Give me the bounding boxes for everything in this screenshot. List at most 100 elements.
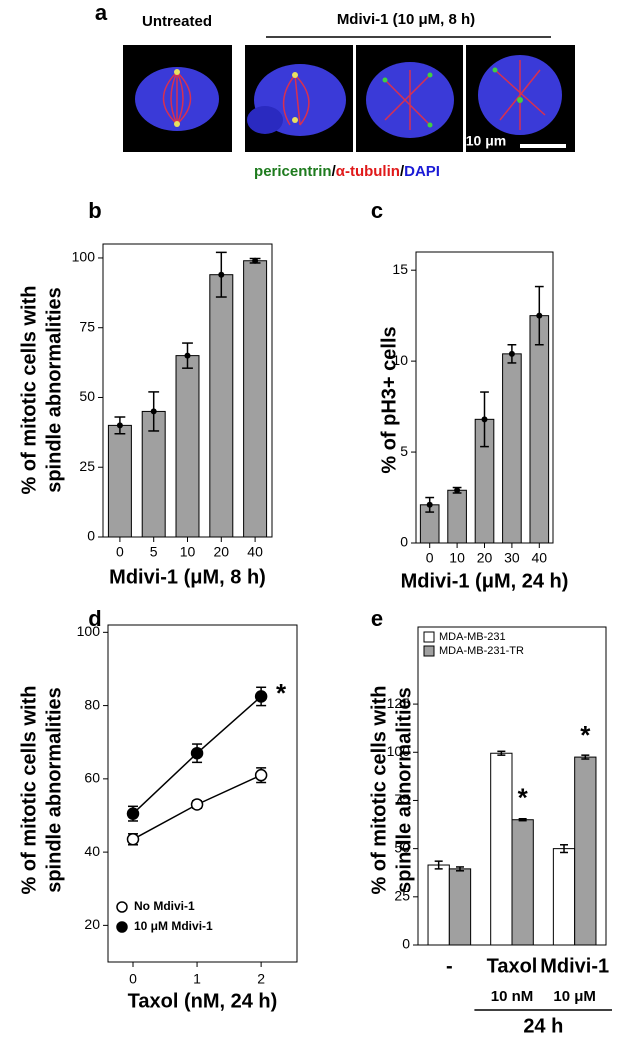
annotation: * — [580, 720, 591, 750]
panel-label: c — [371, 198, 383, 223]
y-tick-label: 5 — [400, 443, 408, 459]
stain-name: pericentrin — [254, 163, 332, 180]
legend-swatch — [423, 631, 435, 643]
data-point — [150, 408, 157, 415]
y-tick-label: 20 — [84, 916, 100, 932]
stain-name: / — [400, 163, 405, 180]
y-tick-label: 25 — [79, 458, 95, 474]
data-point — [218, 271, 225, 278]
data-point — [116, 422, 123, 429]
y-tick-label: 80 — [84, 696, 100, 712]
x-axis-label: Mdivi-1 (μM, 8 h) — [109, 566, 266, 588]
x-tick-label: 10 — [449, 550, 465, 566]
data-point — [190, 798, 204, 811]
x-tick-label: 20 — [214, 544, 230, 560]
y-axis-label: spindle abnormalities — [393, 687, 415, 893]
data-point — [126, 807, 140, 820]
y-tick-label: 25 — [394, 888, 410, 904]
plot-frame — [102, 243, 273, 538]
panel-label: b — [88, 198, 101, 223]
x-tick-label: 0 — [129, 971, 137, 987]
data-point — [426, 501, 433, 508]
stain-legend: pericentrin/α-tubulin/DAPI — [254, 163, 440, 180]
treatment-label: Mdivi-1 (10 μM, 8 h) — [337, 11, 475, 28]
y-tick-label: 10 — [392, 352, 408, 368]
legend-swatch — [423, 645, 435, 657]
y-axis-label: spindle abnormalities — [43, 287, 65, 493]
y-tick-label: 0 — [402, 936, 410, 952]
x-tick-label: 20 — [477, 550, 493, 566]
micrograph — [123, 45, 232, 152]
data-point — [190, 746, 204, 760]
data-point — [184, 352, 191, 359]
y-tick-label: 100 — [387, 743, 411, 759]
x-tick-label: 5 — [150, 544, 158, 560]
untreated-label: Untreated — [142, 13, 212, 30]
x-tick-label: 40 — [532, 550, 548, 566]
bar — [175, 355, 200, 538]
x-tick-label: 1 — [193, 971, 201, 987]
data-point — [252, 257, 259, 264]
x-axis-label: Taxol (nM, 24 h) — [128, 990, 278, 1012]
x-tick-label: 0 — [116, 544, 124, 560]
bar — [447, 489, 467, 544]
data-point — [454, 487, 461, 494]
group-label: 24 h — [523, 1015, 563, 1037]
x-tick-label: - — [446, 955, 453, 977]
y-tick-label: 50 — [79, 388, 95, 404]
bar — [107, 424, 132, 538]
annotation: * — [518, 783, 529, 813]
stain-name: / — [332, 163, 337, 180]
bar — [502, 353, 522, 544]
y-tick-label: 60 — [84, 770, 100, 786]
y-axis-label: % of mitotic cells with — [18, 686, 40, 895]
x-axis-label: Mdivi-1 (μM, 24 h) — [401, 570, 569, 592]
data-point — [254, 690, 268, 703]
y-tick-label: 100 — [72, 249, 96, 265]
plot-frame — [417, 626, 607, 946]
legend-label: MDA-MB-231-TR — [439, 645, 524, 657]
stain-name: α-tubulin — [336, 163, 400, 180]
bar — [574, 756, 597, 946]
bar — [427, 864, 450, 946]
sub-label: 10 μM — [553, 988, 596, 1005]
legend-label: MDA-MB-231 — [439, 631, 506, 643]
legend-marker — [116, 901, 128, 913]
bar — [552, 848, 576, 946]
data-point — [481, 416, 488, 423]
y-axis-label: % of mitotic cells with — [18, 286, 40, 495]
y-axis-label: spindle abnormalities — [43, 687, 65, 893]
bar — [209, 274, 234, 538]
y-axis-label: % of mitotic cells with — [368, 686, 390, 895]
bar — [490, 752, 513, 946]
legend-label: 10 μM Mdivi-1 — [134, 919, 213, 933]
bar — [529, 315, 550, 544]
data-point — [508, 350, 515, 357]
micrograph — [245, 45, 353, 152]
x-tick-label: 10 — [180, 544, 196, 560]
data-point — [536, 312, 543, 319]
panel-label: e — [371, 606, 383, 631]
bar — [448, 868, 472, 946]
x-tick-label: 0 — [426, 550, 434, 566]
x-tick-label: 30 — [504, 550, 520, 566]
y-tick-label: 50 — [394, 839, 410, 855]
micrograph — [356, 45, 463, 152]
legend-label: No Mdivi-1 — [134, 899, 195, 913]
x-tick-label: 2 — [257, 971, 265, 987]
bar — [243, 260, 268, 538]
y-tick-label: 75 — [394, 791, 410, 807]
y-tick-label: 75 — [79, 318, 95, 334]
scale-bar-label: 10 μm — [466, 133, 506, 149]
x-tick-label: 40 — [247, 544, 263, 560]
data-point — [126, 833, 140, 846]
bar — [511, 819, 534, 946]
y-tick-label: 100 — [77, 623, 101, 639]
plot-frame — [415, 251, 554, 544]
y-tick-label: 0 — [400, 534, 408, 550]
y-tick-label: 0 — [87, 528, 95, 544]
stain-name: DAPI — [404, 163, 440, 180]
panel-label: a — [95, 0, 108, 25]
y-axis-label: % of pH3+ cells — [378, 326, 400, 473]
